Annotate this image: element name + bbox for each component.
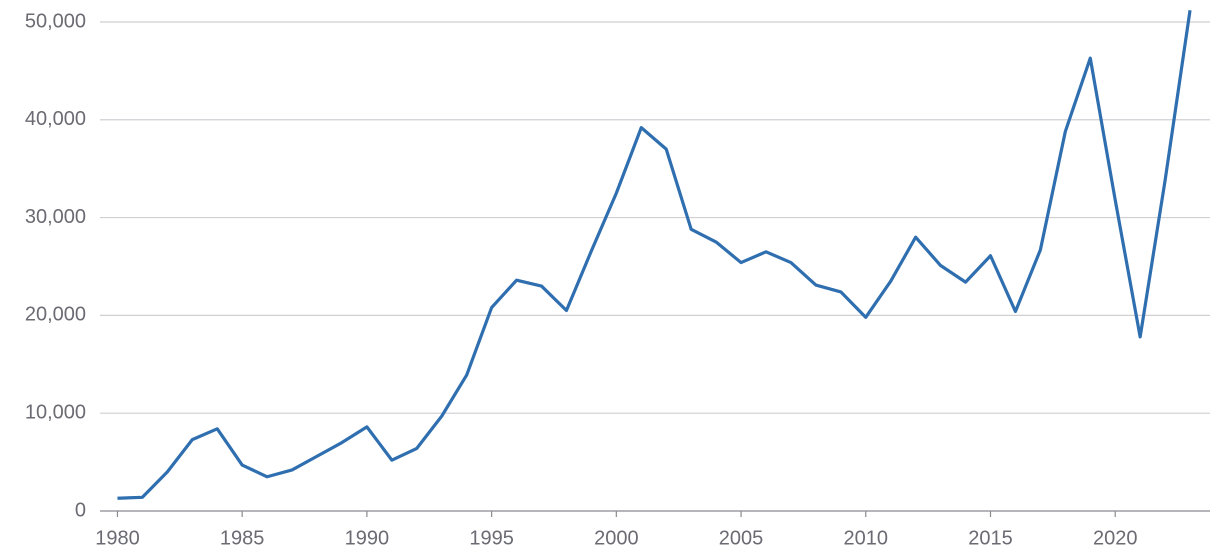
x-tick-label: 1985	[220, 527, 265, 549]
x-tick-label: 2015	[968, 527, 1013, 549]
x-tick-label: 1995	[469, 527, 514, 549]
y-tick-label: 20,000	[25, 304, 86, 326]
x-tick-label: 2010	[844, 527, 889, 549]
line	[117, 10, 1192, 500]
y-tick-label: 0	[75, 499, 86, 521]
y-tick-label: 40,000	[25, 108, 86, 130]
x-tick-label: 1990	[345, 527, 390, 549]
x-tick-label: 2020	[1093, 527, 1138, 549]
y-tick-label: 50,000	[25, 10, 86, 32]
x-tick-label: 2005	[719, 527, 764, 549]
x-tick-label: 2000	[594, 527, 639, 549]
x-tick-label: 1980	[95, 527, 140, 549]
y-tick-label: 30,000	[25, 206, 86, 228]
y-tick-label: 10,000	[25, 401, 86, 423]
